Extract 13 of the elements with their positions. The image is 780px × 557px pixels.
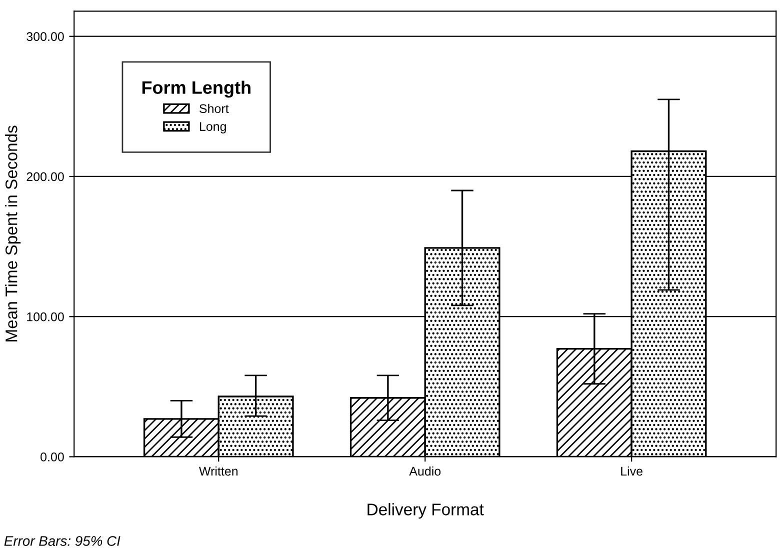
x-tick-label: Written — [199, 466, 238, 476]
y-axis-title: Mean Time Spent in Seconds — [5, 126, 21, 342]
legend-label: Short — [200, 104, 229, 114]
y-tick-label: 100.00 — [27, 312, 64, 322]
y-tick-label: 200.00 — [26, 172, 64, 182]
y-tick-label: 300.00 — [26, 32, 64, 42]
text: Error Bars: 95% CI — [4, 536, 120, 546]
legend-label: Long — [200, 122, 226, 134]
y-tick-label: 0.00 — [40, 452, 64, 462]
legend-title: Form Length — [142, 80, 250, 98]
x-axis-title: Delivery Format — [368, 503, 484, 519]
x-tick-label: Audio — [409, 466, 441, 476]
x-tick-label: Live — [621, 466, 642, 476]
